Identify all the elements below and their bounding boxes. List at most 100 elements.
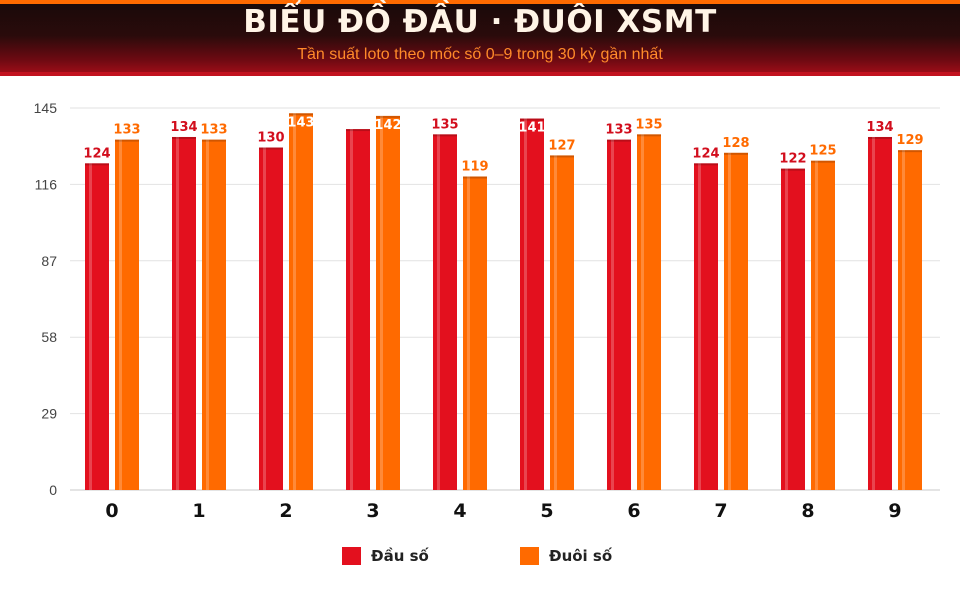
x-tick-label: 2: [279, 500, 292, 520]
data-label: 127: [548, 138, 575, 153]
legend-swatch-dau: [342, 547, 361, 565]
bar-highlight: [785, 168, 788, 490]
data-label: 124: [83, 146, 110, 161]
bar-cap: [172, 136, 196, 139]
bar-cap: [724, 152, 748, 155]
header-divider: [0, 72, 960, 76]
data-label: 129: [896, 133, 923, 148]
bar-dau: [781, 168, 805, 490]
bar-highlight: [554, 155, 557, 490]
data-label: 135: [431, 117, 458, 132]
data-label: 133: [200, 123, 227, 138]
bar-dau: [520, 118, 544, 490]
bar-cap: [115, 139, 139, 142]
x-tick-label: 5: [540, 500, 553, 520]
bar-duoi: [115, 139, 139, 490]
bar-cap: [607, 139, 631, 142]
bar-duoi: [202, 139, 226, 490]
bar-cap: [868, 136, 892, 139]
legend-swatch-duoi: [520, 547, 539, 565]
bar-cap: [433, 134, 457, 137]
bar-highlight: [641, 134, 644, 490]
bar-dau: [85, 163, 109, 490]
bar-cap: [202, 139, 226, 142]
bar-cap: [811, 160, 835, 163]
data-label: 124: [692, 146, 719, 161]
bar-cap: [781, 168, 805, 171]
bar-cap: [898, 150, 922, 153]
bar-duoi: [811, 160, 835, 491]
y-tick-label: 29: [41, 406, 57, 422]
bar-dau: [433, 134, 457, 490]
y-tick-label: 116: [35, 176, 58, 192]
chart-title: BIỂU ĐỒ ĐẦU · ĐUÔI XSMT: [243, 4, 717, 40]
bar-highlight: [698, 163, 701, 490]
bar-duoi: [724, 152, 748, 491]
bar-cap: [376, 115, 400, 118]
bar-highlight: [350, 129, 353, 490]
bar-dau: [868, 136, 892, 490]
y-tick-label: 87: [41, 253, 57, 269]
data-label: 134: [866, 120, 893, 135]
bar-highlight: [119, 139, 122, 490]
data-label: 128: [722, 136, 749, 151]
x-tick-label: 6: [627, 500, 640, 520]
x-tick-label: 1: [192, 500, 205, 520]
bar-highlight: [872, 136, 875, 490]
x-tick-label: 4: [453, 500, 466, 520]
legend-item-duoi[interactable]: Đuôi số: [520, 546, 612, 566]
x-tick-label: 3: [366, 500, 379, 520]
bar-highlight: [467, 176, 470, 490]
data-label: 122: [779, 152, 806, 167]
bar-cap: [550, 155, 574, 158]
data-label: 133: [605, 123, 632, 138]
bar-highlight: [902, 150, 905, 490]
data-label: 119: [461, 159, 488, 174]
bar-cap: [346, 129, 370, 132]
bar-highlight: [176, 136, 179, 490]
bar-duoi: [289, 113, 313, 490]
bar-highlight: [611, 139, 614, 490]
data-label: 125: [809, 144, 836, 159]
bar-cap: [85, 163, 109, 166]
x-tick-label: 0: [105, 500, 118, 520]
y-tick-label: 58: [41, 329, 57, 345]
data-label: 130: [257, 131, 284, 146]
data-label: 142: [374, 118, 401, 133]
x-tick-label: 7: [714, 500, 727, 520]
bar-dau: [259, 147, 283, 490]
bar-cap: [463, 176, 487, 179]
chart-subtitle: Tần suất loto theo mốc số 0–9 trong 30 k…: [297, 46, 663, 63]
bar-duoi: [376, 115, 400, 491]
y-tick-label: 0: [49, 482, 57, 498]
bar-highlight: [437, 134, 440, 490]
bar-cap: [289, 113, 313, 116]
chart-header: [0, 0, 960, 74]
legend-label-dau: Đầu số: [371, 547, 429, 565]
bar-dau: [607, 139, 631, 490]
bar-dau: [694, 163, 718, 490]
bar-highlight: [293, 113, 296, 490]
bar-highlight: [815, 160, 818, 491]
legend-label-duoi: Đuôi số: [549, 547, 613, 565]
bar-highlight: [263, 147, 266, 490]
bar-highlight: [728, 152, 731, 491]
bar-highlight: [380, 115, 383, 491]
legend-item-dau[interactable]: Đầu số: [342, 546, 429, 566]
bar-cap: [694, 163, 718, 166]
bar-duoi: [898, 150, 922, 490]
data-label: 134: [170, 120, 197, 135]
data-label: 133: [113, 123, 140, 138]
bar-highlight: [206, 139, 209, 490]
bar-dau: [346, 129, 370, 490]
bar-highlight: [89, 163, 92, 490]
bar-cap: [520, 118, 544, 121]
bar-cap: [259, 147, 283, 150]
x-tick-label: 9: [888, 500, 901, 520]
data-label: 141: [518, 121, 545, 136]
bar-highlight: [524, 118, 527, 490]
x-tick-label: 8: [801, 500, 814, 520]
data-label: 135: [635, 117, 662, 132]
bar-duoi: [463, 176, 487, 490]
